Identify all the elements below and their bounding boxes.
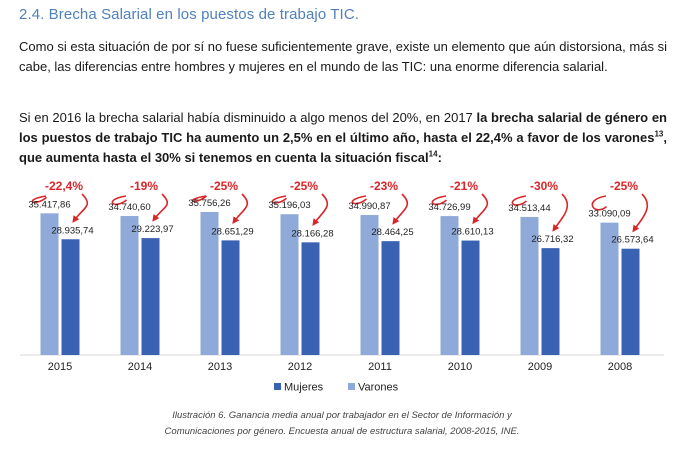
gap-arrow-mujeres-2011 bbox=[392, 193, 409, 225]
bar-varones-2010 bbox=[440, 216, 459, 355]
bar-varones-2015 bbox=[40, 213, 59, 355]
data-label-mujeres-2010: 28.610,13 bbox=[451, 227, 493, 238]
x-tick-2009: 2009 bbox=[528, 361, 552, 373]
caption-line-1: Ilustración 6. Ganancia media anual por … bbox=[172, 410, 512, 421]
gap-paragraph-plain: Si en 2016 la brecha salarial había dism… bbox=[19, 110, 477, 125]
data-label-mujeres-2011: 28.464,25 bbox=[371, 227, 413, 238]
x-tick-2014: 2014 bbox=[128, 361, 152, 373]
data-label-varones-2009: 34.513,44 bbox=[508, 203, 550, 214]
bar-mujeres-2013 bbox=[221, 240, 240, 355]
legend: Mujeres Varones bbox=[274, 382, 399, 394]
x-tick-2011: 2011 bbox=[368, 361, 392, 373]
legend-label-mujeres: Mujeres bbox=[284, 382, 324, 394]
gap-annotation-2011: -23% bbox=[370, 179, 398, 193]
gap-annotation-2013: -25% bbox=[210, 179, 238, 193]
x-tick-2013: 2013 bbox=[208, 361, 232, 373]
x-tick-2010: 2010 bbox=[448, 361, 472, 373]
bar-mujeres-2015 bbox=[61, 239, 80, 355]
gap-paragraph-bold-1: la brecha salarial de género en los pues… bbox=[19, 110, 667, 145]
gap-arrow-varones-2011 bbox=[351, 195, 368, 205]
gap-arrow-varones-2012 bbox=[271, 195, 288, 204]
data-label-varones-2013: 35.756,26 bbox=[188, 198, 230, 209]
gap-arrow-varones-2015 bbox=[31, 195, 48, 204]
legend-swatch-mujeres bbox=[274, 383, 281, 390]
x-tick-2015: 2015 bbox=[48, 361, 72, 373]
figure-caption: Ilustración 6. Ganancia media anual por … bbox=[0, 408, 684, 440]
gap-arrow-varones-2010 bbox=[431, 195, 448, 206]
footnote-ref-14: 14 bbox=[428, 149, 438, 159]
gap-arrow-mujeres-2015 bbox=[72, 193, 89, 223]
gap-annotations-layer: -22,4% -19% -25% -25% -23% -21% -30% -25% bbox=[31, 179, 649, 233]
data-label-varones-2014: 34.740,60 bbox=[108, 202, 150, 213]
bars-layer bbox=[40, 211, 640, 355]
x-tick-2008: 2008 bbox=[608, 361, 632, 373]
x-tick-2012: 2012 bbox=[288, 361, 312, 373]
data-label-mujeres-2013: 28.651,29 bbox=[211, 226, 253, 237]
gap-annotation-2012: -25% bbox=[290, 179, 318, 193]
gap-arrow-mujeres-2012 bbox=[312, 193, 329, 226]
data-label-mujeres-2008: 26.573,64 bbox=[611, 235, 653, 246]
data-label-varones-2010: 34.726,99 bbox=[428, 202, 470, 213]
data-label-mujeres-2009: 26.716,32 bbox=[531, 234, 573, 245]
data-label-mujeres-2012: 28.166,28 bbox=[291, 228, 333, 239]
gap-arrow-mujeres-2008 bbox=[632, 193, 649, 233]
gap-arrow-mujeres-2009 bbox=[552, 193, 569, 232]
data-label-varones-2008: 33.090,09 bbox=[588, 209, 630, 220]
gap-arrow-mujeres-2010 bbox=[472, 193, 489, 225]
bar-varones-2013 bbox=[200, 211, 219, 355]
gap-annotation-2009: -30% bbox=[530, 179, 558, 193]
caption-line-2: Comunicaciones por género. Encuesta anua… bbox=[164, 426, 520, 437]
data-label-varones-2011: 34.990,87 bbox=[348, 201, 390, 212]
gap-annotation-2014: -19% bbox=[130, 179, 158, 193]
gap-arrow-mujeres-2014 bbox=[152, 193, 169, 222]
gap-paragraph-bold-3: : bbox=[437, 150, 442, 165]
bar-mujeres-2011 bbox=[381, 241, 400, 355]
gap-annotation-2015: -22,4% bbox=[45, 179, 83, 193]
gap-arrow-varones-2014 bbox=[111, 195, 128, 206]
bar-mujeres-2010 bbox=[461, 240, 480, 355]
data-label-varones-2015: 35.417,86 bbox=[28, 199, 70, 210]
bar-varones-2012 bbox=[280, 214, 299, 355]
data-label-mujeres-2015: 28.935,74 bbox=[51, 225, 93, 236]
gap-paragraph-bold-2: , que aumenta hasta el 30% si tenemos en… bbox=[19, 130, 667, 165]
gap-arrow-mujeres-2013 bbox=[232, 193, 249, 225]
gap-paragraph: Si en 2016 la brecha salarial había dism… bbox=[19, 108, 667, 168]
data-label-varones-2012: 35.196,03 bbox=[268, 200, 310, 211]
legend-swatch-varones bbox=[348, 383, 355, 390]
bar-mujeres-2014 bbox=[141, 238, 160, 355]
legend-label-varones: Varones bbox=[358, 382, 399, 394]
section-heading: 2.4. Brecha Salarial en los puestos de t… bbox=[19, 6, 360, 23]
salary-gap-bar-chart: -22,4% -19% -25% -25% -23% -21% -30% -25% 35.41… bbox=[20, 179, 664, 394]
gap-annotation-2008: -25% bbox=[610, 179, 638, 193]
data-label-mujeres-2014: 29.223,97 bbox=[131, 224, 173, 235]
gap-arrow-varones-2008 bbox=[591, 195, 608, 211]
gap-arrow-varones-2009 bbox=[511, 195, 528, 206]
bar-mujeres-2009 bbox=[541, 248, 560, 355]
data-labels-layer: 35.417,86 28.935,74 34.740,60 29.223,97 35.7… bbox=[28, 198, 653, 246]
gap-arrow-varones-2013 bbox=[191, 195, 208, 203]
bar-mujeres-2012 bbox=[301, 242, 320, 355]
bar-varones-2011 bbox=[360, 215, 379, 355]
bar-varones-2014 bbox=[120, 216, 139, 355]
gap-annotation-2010: -21% bbox=[450, 179, 478, 193]
bar-varones-2009 bbox=[520, 216, 539, 355]
intro-paragraph: Como si esta situación de por sí no fues… bbox=[19, 39, 667, 74]
footnote-ref-13: 13 bbox=[654, 129, 664, 139]
x-tick-labels-layer: 2015 2014 2013 2012 2011 2010 2009 2008 bbox=[48, 361, 632, 373]
bar-mujeres-2008 bbox=[621, 248, 640, 355]
bar-varones-2008 bbox=[600, 222, 619, 355]
